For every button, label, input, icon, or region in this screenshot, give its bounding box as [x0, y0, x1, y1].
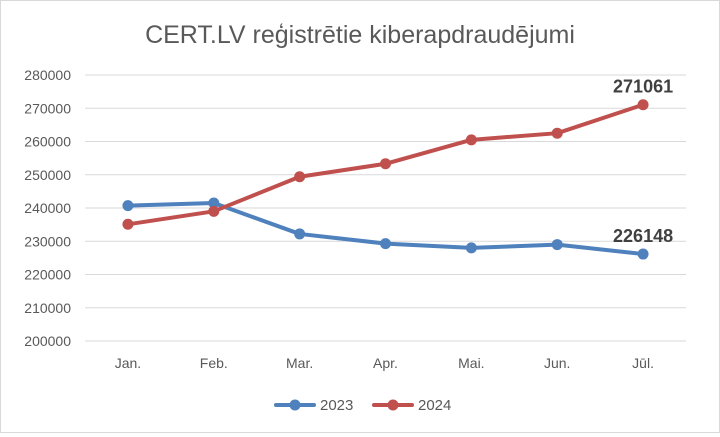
data-point-2023 — [551, 239, 563, 251]
legend-marker-2023 — [289, 399, 301, 411]
legend-label-2023: 2023 — [320, 397, 353, 414]
y-tick-label: 220000 — [24, 267, 71, 283]
legend-marker-2024 — [387, 399, 399, 411]
data-point-2024 — [637, 99, 649, 111]
x-tick-label: Jūl. — [632, 355, 654, 371]
data-point-2024 — [465, 134, 477, 146]
y-tick-label: 210000 — [24, 300, 71, 316]
y-tick-label: 200000 — [24, 333, 71, 349]
data-point-2023 — [294, 228, 306, 240]
data-point-2023 — [122, 200, 134, 212]
y-tick-label: 250000 — [24, 167, 71, 183]
data-point-2024 — [380, 158, 391, 170]
chart-title: CERT.LV reģistrētie kiberapdraudējumi — [145, 21, 575, 49]
y-tick-label: 260000 — [24, 134, 71, 150]
y-tick-label: 270000 — [24, 100, 71, 116]
gridlines — [85, 74, 686, 342]
x-tick-label: Jun. — [544, 355, 570, 371]
data-point-2024 — [551, 127, 563, 139]
x-tick-label: Jan. — [115, 355, 141, 371]
plot-area — [122, 99, 649, 260]
x-tick-label: Feb. — [200, 355, 228, 371]
data-point-2023 — [465, 242, 477, 254]
x-tick-label: Apr. — [373, 355, 398, 371]
data-point-2023 — [208, 197, 220, 209]
legend-label-2024: 2024 — [418, 397, 451, 414]
y-tick-label: 240000 — [24, 200, 71, 216]
y-tick-label: 230000 — [24, 233, 71, 249]
x-tick-label: Mai. — [458, 355, 484, 371]
data-point-2023 — [380, 238, 391, 250]
data-point-2023 — [637, 248, 649, 260]
legend: 2023 2024 — [274, 397, 451, 414]
data-point-2024 — [208, 205, 220, 217]
data-point-2024 — [294, 171, 306, 183]
y-tick-label: 280000 — [24, 67, 71, 83]
data-point-2024 — [122, 218, 134, 230]
x-tick-label: Mar. — [286, 355, 313, 371]
y-axis: 200000 210000 220000 230000 240000 250000 2600… — [24, 67, 71, 349]
data-labels: 226148 271061 — [613, 77, 673, 246]
data-label-2023: 226148 — [613, 226, 673, 246]
data-label-2024: 271061 — [613, 77, 673, 97]
x-axis: Jan. Feb. Mar. Apr. Mai. Jun. Jūl. — [115, 355, 654, 371]
